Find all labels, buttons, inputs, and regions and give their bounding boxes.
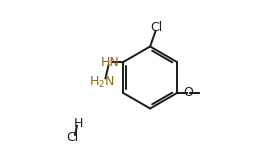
Text: H: H <box>74 117 83 130</box>
Text: Cl: Cl <box>66 131 79 144</box>
Text: HN: HN <box>101 55 119 69</box>
Text: Cl: Cl <box>150 21 162 34</box>
Text: H$_2$N: H$_2$N <box>89 75 114 90</box>
Text: O: O <box>184 86 194 100</box>
